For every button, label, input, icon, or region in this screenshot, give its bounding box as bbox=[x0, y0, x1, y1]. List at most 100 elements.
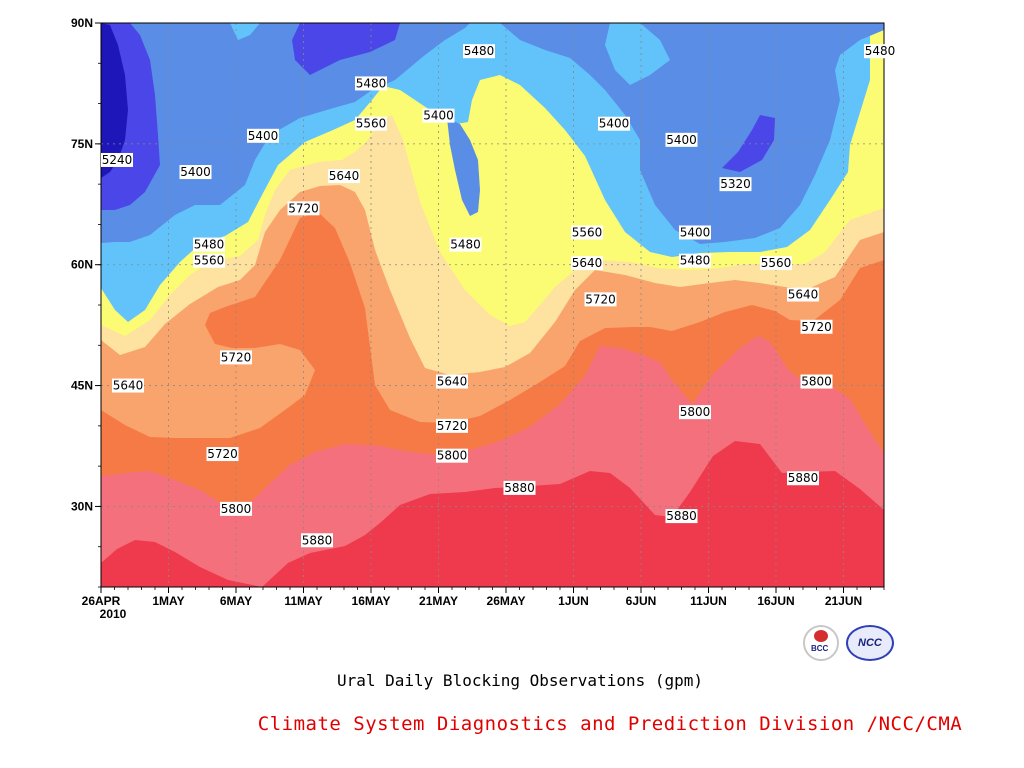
y-tick-label: 30N bbox=[71, 499, 93, 513]
contour-label-text: 5800 bbox=[437, 449, 468, 463]
contour-label: 5720 bbox=[584, 292, 617, 307]
contour-label-bg bbox=[220, 501, 252, 516]
contour-label-bg bbox=[571, 225, 603, 240]
contour-label-bg bbox=[179, 165, 212, 180]
credit-line: Climate System Diagnostics and Predictio… bbox=[257, 713, 963, 735]
contour-label-bg bbox=[301, 533, 333, 548]
contour-label-bg bbox=[193, 237, 225, 252]
contour-label-text: 5400 bbox=[423, 109, 454, 123]
contour-label-text: 5400 bbox=[180, 165, 211, 179]
contour-label-text: 5480 bbox=[464, 44, 495, 58]
contour-label: 5720 bbox=[800, 319, 833, 334]
contour-label-text: 5640 bbox=[788, 288, 819, 302]
contour-label: 5880 bbox=[665, 509, 698, 524]
contour-label: 5400 bbox=[247, 128, 279, 143]
contour-label: 5480 bbox=[449, 237, 482, 252]
contour-label: 5560 bbox=[571, 225, 603, 240]
band-5320-5400 bbox=[101, 23, 884, 244]
contour-label-text: 5720 bbox=[288, 201, 319, 215]
contour-label: 5720 bbox=[436, 418, 468, 433]
contour-label: 5800 bbox=[800, 374, 833, 389]
contour-label-bg bbox=[800, 319, 833, 334]
contour-label: 5880 bbox=[787, 471, 819, 486]
ncc-logo-text: NCC bbox=[858, 637, 882, 649]
contour-label-text: 5240 bbox=[102, 153, 133, 167]
contour-label: 5560 bbox=[193, 254, 225, 268]
x-tick-label: 21MAY bbox=[419, 594, 458, 608]
contour-label: 5480 bbox=[463, 44, 495, 59]
contour-label-bg bbox=[220, 350, 252, 365]
contour-label-bg bbox=[864, 44, 896, 59]
x-tick-label: 1MAY bbox=[152, 594, 184, 608]
contour-label: 5640 bbox=[328, 169, 360, 184]
plot-area bbox=[101, 23, 884, 587]
contour-label-text: 5480 bbox=[865, 44, 896, 58]
contour-label-text: 5800 bbox=[680, 405, 711, 419]
contour-label-bg bbox=[679, 253, 711, 268]
contour-label-bg bbox=[598, 116, 630, 131]
contour-label-bg bbox=[247, 128, 279, 143]
contour-label-bg bbox=[463, 44, 495, 59]
contour-label-bg bbox=[436, 374, 468, 389]
contour-label-text: 5640 bbox=[329, 169, 360, 183]
contour-label-text: 5720 bbox=[585, 292, 616, 306]
contour-label-text: 5560 bbox=[356, 117, 387, 131]
x-tick-label: 16JUN bbox=[757, 594, 794, 608]
contour-label-text: 5720 bbox=[221, 350, 252, 364]
chart-title: Ural Daily Blocking Observations (gpm) bbox=[336, 671, 704, 690]
contour-labels: 5240 5400 5400 5480 5400 5480 5560 5640 5720 5480… bbox=[101, 44, 896, 548]
contour-label: 5320 bbox=[719, 177, 752, 192]
contour-label: 5640 bbox=[571, 256, 603, 271]
contour-label: 5480 bbox=[679, 254, 711, 268]
x-tick-label: 6JUN bbox=[626, 594, 657, 608]
bcc-logo: BCC bbox=[803, 625, 839, 661]
x-tick-label: 26APR bbox=[82, 594, 121, 608]
contour-label: 5480 bbox=[864, 44, 896, 59]
x-tick-label: 11MAY bbox=[284, 594, 322, 608]
contour-label-text: 5400 bbox=[248, 129, 279, 143]
contour-label-bg bbox=[571, 256, 603, 271]
band-5240-5320-ne bbox=[722, 115, 775, 172]
contour-label-bg bbox=[719, 177, 752, 192]
contour-label-bg bbox=[800, 374, 833, 389]
contour-label: 5720 bbox=[287, 201, 320, 216]
x-tick-label: 11JUN bbox=[690, 594, 727, 608]
contour-label-text: 5800 bbox=[801, 375, 832, 389]
contour-label-bg bbox=[665, 509, 698, 524]
contour-label-text: 5560 bbox=[194, 254, 225, 268]
band-below-5240 bbox=[101, 23, 128, 178]
contour-label-bg bbox=[584, 292, 617, 307]
contour-label-text: 5720 bbox=[801, 320, 832, 334]
contour-label-text: 5800 bbox=[221, 502, 252, 516]
y-tick-label: 60N bbox=[71, 258, 93, 272]
contour-label-text: 5400 bbox=[666, 133, 697, 147]
contour-label-text: 5560 bbox=[761, 256, 792, 270]
ncc-logo: NCC bbox=[846, 625, 894, 661]
contour-label-text: 5880 bbox=[302, 533, 333, 547]
contour-label: 5800 bbox=[436, 448, 468, 463]
contour-label-text: 5400 bbox=[599, 117, 630, 131]
x-tick-label: 1JUN bbox=[558, 594, 589, 608]
contour-label-bg bbox=[449, 237, 482, 252]
contour-label-bg bbox=[665, 132, 698, 147]
contour-label-text: 5640 bbox=[437, 375, 468, 389]
contour-label: 5480 bbox=[193, 237, 225, 252]
x-tick-label: 16MAY bbox=[352, 594, 391, 608]
contour-label-bg bbox=[787, 287, 819, 302]
x-year-label: 2010 bbox=[100, 607, 127, 621]
contour-label: 5640 bbox=[112, 378, 144, 393]
contour-label-bg bbox=[679, 225, 711, 240]
contour-label: 5400 bbox=[679, 225, 711, 240]
contour-label-text: 5880 bbox=[666, 509, 697, 523]
contour-label-text: 5480 bbox=[680, 254, 711, 268]
contour-label: 5400 bbox=[665, 132, 698, 147]
y-tick-label: 90N bbox=[71, 16, 93, 30]
y-tick-label: 75N bbox=[71, 137, 93, 151]
band-5400-island-ne bbox=[605, 23, 670, 85]
contour-label-bg bbox=[112, 378, 144, 393]
x-tick-label: 6MAY bbox=[220, 594, 252, 608]
contour-label: 5880 bbox=[503, 480, 536, 495]
bcc-logo-text: BCC bbox=[811, 644, 829, 653]
contour-label-bg bbox=[422, 108, 455, 123]
contour-label: 5560 bbox=[355, 116, 387, 131]
